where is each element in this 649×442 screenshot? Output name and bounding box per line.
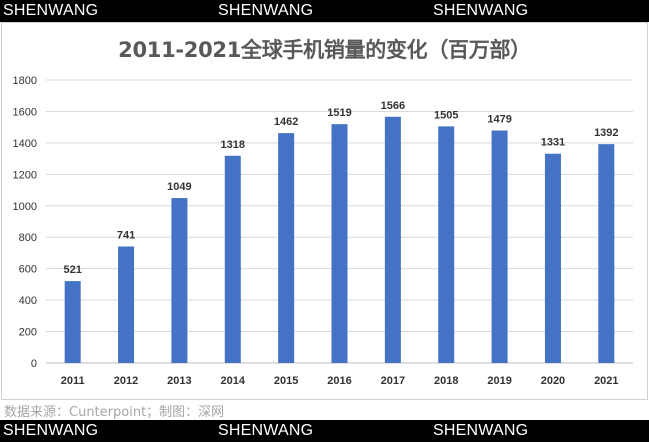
bar: [384, 116, 401, 363]
top-watermark-band: SHENWANG SHENWANG SHENWANG: [0, 0, 649, 22]
x-tick-label: 2012: [114, 375, 138, 387]
bar: [224, 155, 241, 363]
y-tick-label: 1000: [13, 201, 37, 213]
data-label: 1318: [221, 139, 245, 151]
watermark-text: SHENWANG: [3, 2, 99, 19]
x-tick-label: 2013: [167, 375, 191, 387]
x-tick-label: 2016: [327, 375, 351, 387]
data-label: 1462: [274, 116, 298, 128]
data-label: 1049: [167, 181, 191, 193]
bar: [118, 246, 135, 363]
watermark-text: SHENWANG: [218, 422, 314, 439]
bar: [598, 144, 615, 363]
bar: [331, 124, 348, 363]
x-tick-label: 2021: [594, 375, 618, 387]
y-tick-label: 600: [19, 264, 37, 276]
x-tick-label: 2015: [274, 375, 298, 387]
watermark-text: SHENWANG: [433, 422, 529, 439]
data-label: 1479: [487, 113, 511, 125]
data-label: 1392: [594, 127, 618, 139]
data-label: 1566: [381, 100, 405, 112]
data-label: 741: [117, 229, 135, 241]
y-tick-label: 400: [19, 295, 37, 307]
bar: [491, 130, 508, 363]
data-label: 1505: [434, 109, 458, 121]
y-tick-label: 1200: [13, 169, 37, 181]
y-tick-label: 800: [19, 232, 37, 244]
bottom-watermark-band: SHENWANG SHENWANG SHENWANG: [0, 420, 649, 442]
bar: [438, 126, 455, 363]
watermark-text: SHENWANG: [218, 2, 314, 19]
data-label: 1519: [327, 107, 351, 119]
x-tick-label: 2014: [221, 375, 246, 387]
x-tick-label: 2017: [381, 375, 405, 387]
watermark-text: SHENWANG: [433, 2, 529, 19]
bar: [64, 281, 81, 363]
y-tick-label: 1600: [13, 106, 37, 118]
source-note: 数据来源：Cunterpoint；制图：深网: [4, 405, 225, 420]
x-tick-label: 2020: [541, 375, 565, 387]
x-tick-label: 2018: [434, 375, 458, 387]
chart-frame: [1, 22, 648, 400]
bar: [278, 133, 295, 363]
y-tick-label: 0: [31, 358, 37, 370]
x-tick-label: 2019: [487, 375, 511, 387]
bar: [171, 198, 188, 363]
y-tick-label: 1800: [13, 75, 37, 87]
data-label: 521: [64, 264, 82, 276]
watermark-text: SHENWANG: [3, 422, 99, 439]
bar: [544, 153, 561, 363]
chart-title: 2011-2021全球手机销量的变化（百万部）: [118, 38, 531, 62]
y-tick-label: 200: [19, 327, 37, 339]
data-label: 1331: [541, 137, 565, 149]
y-tick-label: 1400: [13, 138, 37, 150]
x-tick-label: 2011: [61, 375, 85, 387]
